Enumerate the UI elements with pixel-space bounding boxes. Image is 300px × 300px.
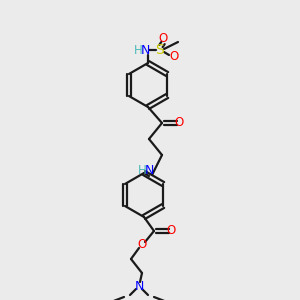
Text: O: O [169, 50, 178, 62]
Text: O: O [174, 116, 184, 130]
Text: O: O [167, 224, 176, 238]
Text: O: O [158, 32, 168, 44]
Text: N: N [144, 164, 154, 178]
Text: H: H [134, 44, 142, 56]
Text: O: O [137, 238, 147, 251]
Text: S: S [156, 43, 164, 57]
Text: H: H [138, 164, 146, 178]
Text: N: N [140, 44, 150, 56]
Text: N: N [134, 280, 144, 292]
